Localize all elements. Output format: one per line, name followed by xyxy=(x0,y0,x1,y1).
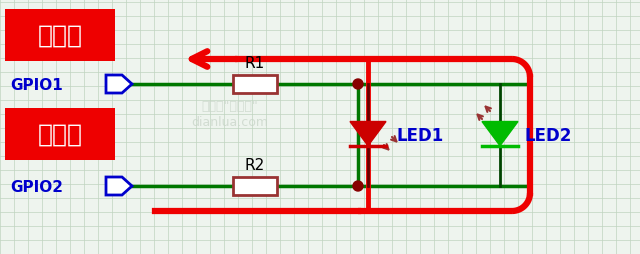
Bar xyxy=(5,10,115,62)
Text: R1: R1 xyxy=(245,55,265,70)
Text: LED2: LED2 xyxy=(524,126,572,145)
Bar xyxy=(233,76,277,94)
Text: 公众号"电路啊": 公众号"电路啊" xyxy=(202,100,259,113)
Bar xyxy=(5,108,115,160)
Circle shape xyxy=(353,80,363,90)
Text: GPIO1: GPIO1 xyxy=(10,77,63,92)
Bar xyxy=(233,177,277,195)
Polygon shape xyxy=(106,177,132,195)
Polygon shape xyxy=(350,122,386,146)
Text: GPIO2: GPIO2 xyxy=(10,179,63,194)
Text: 高电平: 高电平 xyxy=(38,122,83,146)
Polygon shape xyxy=(482,122,518,146)
Circle shape xyxy=(353,181,363,191)
Polygon shape xyxy=(106,76,132,94)
Text: R2: R2 xyxy=(245,157,265,172)
Text: LED1: LED1 xyxy=(396,126,444,145)
Text: 低电平: 低电平 xyxy=(38,24,83,48)
Text: dianlua.com: dianlua.com xyxy=(191,115,269,128)
